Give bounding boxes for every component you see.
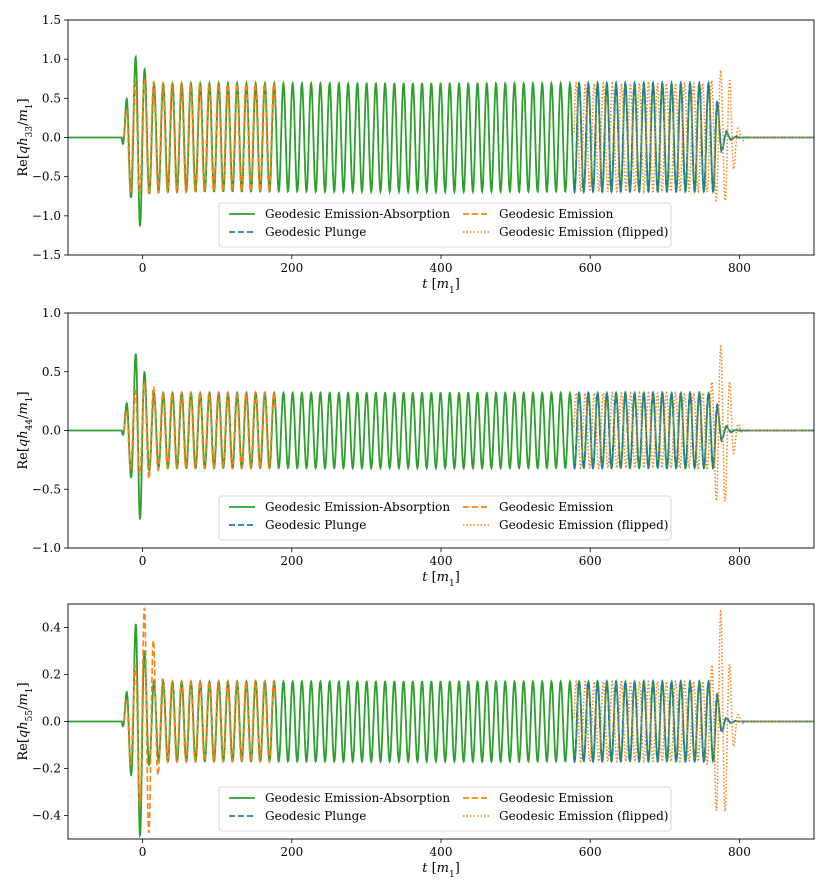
series-line-emission-flipped [573, 344, 814, 502]
legend-label: Geodesic Emission-Absorption [265, 791, 450, 805]
legend-label: Geodesic Emission (flipped) [499, 809, 668, 823]
series-line-plunge [573, 390, 814, 471]
y-tick-label: −0.4 [32, 809, 62, 823]
legend-frame [218, 202, 672, 248]
series-line-emission [123, 379, 276, 482]
x-tick-label: 400 [430, 845, 453, 859]
y-tick-label: −1.0 [32, 541, 61, 555]
y-axis-label: Re[qh55/m1] [16, 682, 35, 760]
x-tick-label: 0 [139, 261, 147, 275]
y-tick-label: 0.5 [42, 91, 61, 105]
y-tick-label: 1.5 [42, 13, 61, 27]
x-axis-label: t [m1] [422, 570, 460, 589]
x-tick-label: 600 [579, 554, 602, 568]
legend-label: Geodesic Emission (flipped) [499, 225, 668, 239]
y-tick-label: 0.0 [42, 131, 61, 145]
x-tick-label: 400 [430, 554, 453, 568]
chart-panel-2: 0 200 400 600 800 −1.0 −0.5 0.0 0.5 1.0 t [m1] Re[q… [16, 306, 815, 589]
legend-label: Geodesic Plunge [265, 518, 366, 532]
legend: Geodesic Emission-Absorption Geodesic Plu… [218, 495, 672, 541]
series-line-emission [123, 78, 276, 198]
plot-area [68, 54, 814, 227]
y-tick-label: 0.0 [42, 715, 61, 729]
series-line-emission-flipped [573, 68, 814, 203]
legend-label: Geodesic Plunge [265, 225, 366, 239]
y-tick-label: −0.5 [32, 170, 61, 184]
y-tick-label: 1.0 [42, 52, 61, 66]
legend: Geodesic Emission-Absorption Geodesic Plu… [218, 202, 672, 248]
x-tick-label: 600 [579, 845, 602, 859]
y-tick-label: −1.0 [32, 209, 61, 223]
x-tick-label: 800 [728, 845, 751, 859]
legend-label: Geodesic Emission-Absorption [265, 207, 450, 221]
x-axis-label: t [m1] [422, 861, 460, 880]
x-tick-label: 600 [579, 261, 602, 275]
legend-label: Geodesic Emission [499, 500, 614, 514]
y-tick-label: 0.5 [42, 365, 61, 379]
x-tick-label: 800 [728, 261, 751, 275]
series-line-emission-absorption [68, 353, 814, 521]
plot-area [68, 607, 814, 839]
x-tick-label: 800 [728, 554, 751, 568]
chart-panel-1: 0 200 400 600 800 −1.5 −1.0 −0.5 0.0 0.5 1.0 1.5 t [… [16, 13, 815, 296]
legend-frame [218, 495, 672, 541]
legend-label: Geodesic Emission-Absorption [265, 500, 450, 514]
y-axis-label: Re[qh33/m1] [16, 98, 35, 176]
x-tick-label: 0 [139, 554, 147, 568]
y-tick-label: 0.4 [42, 621, 61, 635]
legend-label: Geodesic Emission (flipped) [499, 518, 668, 532]
y-tick-label: 0.0 [42, 424, 61, 438]
x-tick-label: 200 [280, 845, 303, 859]
y-tick-label: 0.2 [42, 668, 61, 682]
series-line-emission [123, 607, 276, 834]
y-tick-label: −0.2 [32, 762, 61, 776]
series-line-emission-flipped [573, 609, 814, 812]
legend-label: Geodesic Emission [499, 207, 614, 221]
legend: Geodesic Emission-Absorption Geodesic Plu… [218, 786, 672, 832]
legend-label: Geodesic Plunge [265, 809, 366, 823]
x-tick-label: 400 [430, 261, 453, 275]
y-tick-label: 1.0 [42, 306, 61, 320]
chart-panel-3: 0 200 400 600 800 −0.4 −0.2 0.0 0.2 0.4 t [m1] Re[q… [16, 603, 815, 880]
x-tick-label: 200 [280, 261, 303, 275]
y-tick-label: −1.5 [32, 248, 61, 262]
x-tick-label: 200 [280, 554, 303, 568]
series-line-emission-absorption [68, 54, 814, 227]
y-axis-label: Re[qh44/m1] [16, 391, 35, 469]
legend-frame [218, 786, 672, 832]
legend-label: Geodesic Emission [499, 791, 614, 805]
x-tick-label: 0 [139, 845, 147, 859]
y-tick-label: −0.5 [32, 482, 61, 496]
x-axis-label: t [m1] [422, 277, 460, 296]
plot-area [68, 344, 814, 521]
